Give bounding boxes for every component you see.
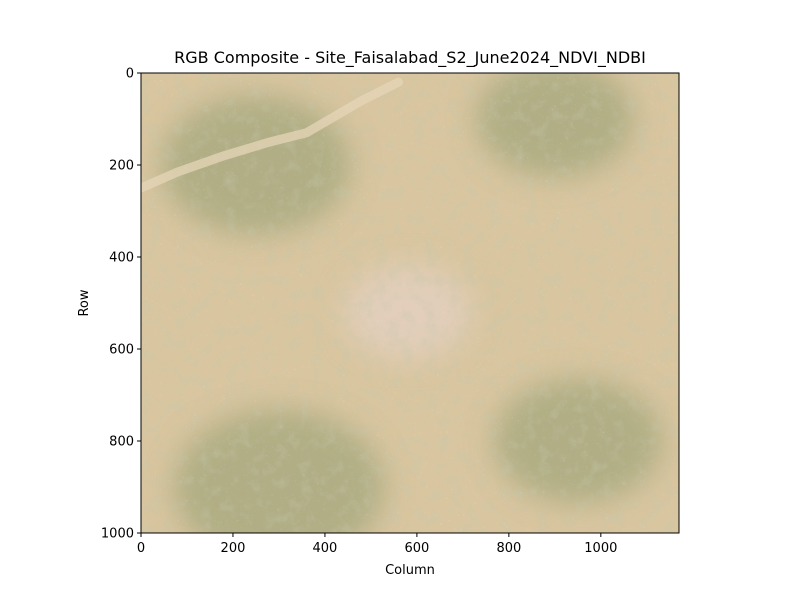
x-tick-label: 200 <box>221 541 246 556</box>
y-tick-label: 1000 <box>101 527 134 542</box>
x-tick-label: 0 <box>137 541 145 556</box>
image-layer <box>141 73 679 533</box>
plot-frame <box>140 72 680 534</box>
x-tick-label: 800 <box>496 541 521 556</box>
x-tick-label: 600 <box>404 541 429 556</box>
x-axis: 0 200 400 600 800 1000 <box>137 533 617 556</box>
x-tick-label: 1000 <box>584 541 617 556</box>
x-axis-label: Column <box>385 563 435 578</box>
y-tick-label: 600 <box>109 343 134 358</box>
y-tick-label: 400 <box>109 251 134 266</box>
river-channel <box>141 77 403 193</box>
y-tick-label: 0 <box>126 67 134 82</box>
y-axis-label: Row <box>77 289 92 316</box>
chart-title: RGB Composite - Site_Faisalabad_S2_June2… <box>174 48 646 68</box>
x-tick-label: 400 <box>313 541 338 556</box>
y-axis: 0 200 400 600 800 1000 <box>101 67 141 542</box>
y-tick-label: 800 <box>109 435 134 450</box>
field-speckle <box>141 73 679 533</box>
y-tick-label: 200 <box>109 159 134 174</box>
